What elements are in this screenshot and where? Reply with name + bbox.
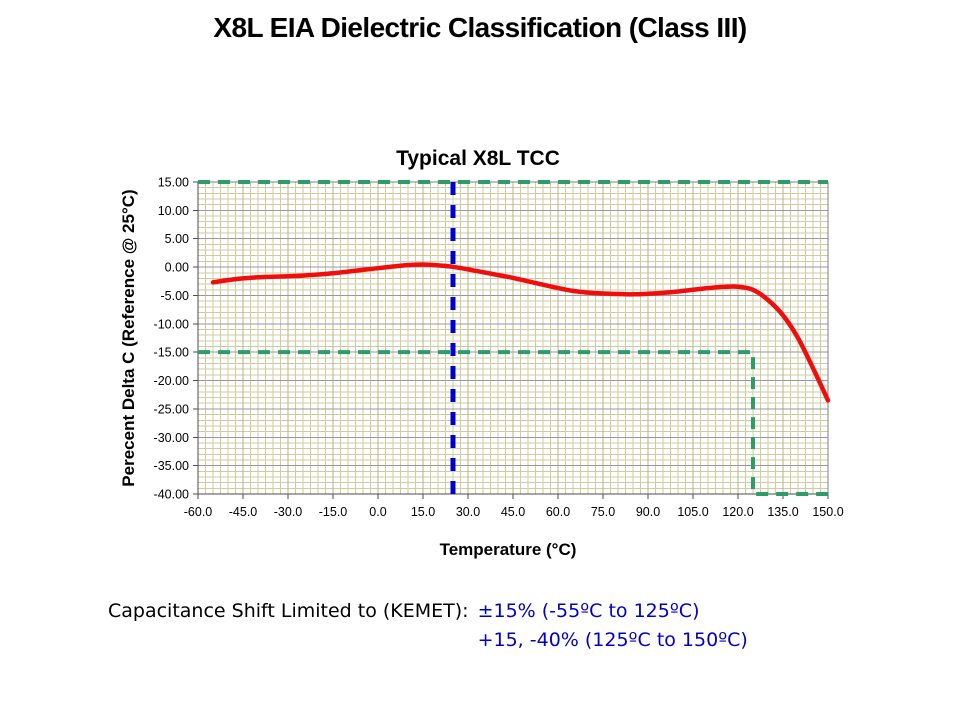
x-tick-label: 0.0 xyxy=(369,505,386,519)
x-tick-label: -45.0 xyxy=(229,505,258,519)
x-tick-label: -60.0 xyxy=(184,505,213,519)
y-tick-label: 15.00 xyxy=(158,176,189,190)
y-tick-label: -25.00 xyxy=(154,402,189,416)
x-tick-label: 120.0 xyxy=(722,505,753,519)
page-title: X8L EIA Dielectric Classification (Class… xyxy=(213,12,747,43)
x-axis-title: Temperature (°C) xyxy=(440,540,577,559)
x-tick-label: 75.0 xyxy=(591,505,615,519)
tcc-chart: -60.0 -45.0 -30.0 -15.0 0.0 15.0 30.0 45.0 60.0 7… xyxy=(119,147,844,559)
y-tick-label: -35.00 xyxy=(154,459,189,473)
y-tick-label: -20.00 xyxy=(154,374,189,388)
lower-limit-line xyxy=(198,350,828,496)
x-tick-label: 105.0 xyxy=(677,505,708,519)
y-tick-label: -10.00 xyxy=(154,317,189,331)
y-tick-label: 0.00 xyxy=(165,261,189,275)
x-tick-label: 135.0 xyxy=(767,505,798,519)
caption-limits: ±15% (-55ºC to 125ºC) +15, -40% (125ºC t… xyxy=(478,597,748,655)
x-tick-label: 90.0 xyxy=(636,505,660,519)
chart-area: -60.0 -45.0 -30.0 -15.0 0.0 15.0 30.0 45.0 60.0 7… xyxy=(119,138,850,568)
x-tick-label: 30.0 xyxy=(456,505,480,519)
caption-limit-2: +15, -40% (125ºC to 150ºC) xyxy=(477,629,748,651)
y-tick-label: 5.00 xyxy=(165,232,189,246)
tcc-curve xyxy=(210,262,831,403)
x-tick-label: 60.0 xyxy=(546,505,570,519)
y-axis-title: Perecent Delta C (Reference @ 25°C) xyxy=(120,189,138,486)
x-tick-label: -30.0 xyxy=(274,505,303,519)
y-tick-label: -15.00 xyxy=(154,346,189,360)
caption-label: Capacitance Shift Limited to (KEMET): xyxy=(108,600,469,622)
y-tick-label: 10.00 xyxy=(158,204,189,218)
x-tick-label: 45.0 xyxy=(501,505,525,519)
x-tick-label: 150.0 xyxy=(812,505,843,519)
y-tick-label: -5.00 xyxy=(161,289,190,303)
y-tick-label: -40.00 xyxy=(154,488,189,502)
x-tick-label: -15.0 xyxy=(319,505,348,519)
x-tick-label: 15.0 xyxy=(411,505,435,519)
caption-limit-1: ±15% (-55ºC to 125ºC) xyxy=(477,600,700,622)
caption: Capacitance Shift Limited to (KEMET): ±1… xyxy=(108,597,748,655)
y-tick-label: -30.00 xyxy=(154,431,189,445)
chart-title: Typical X8L TCC xyxy=(396,147,560,170)
